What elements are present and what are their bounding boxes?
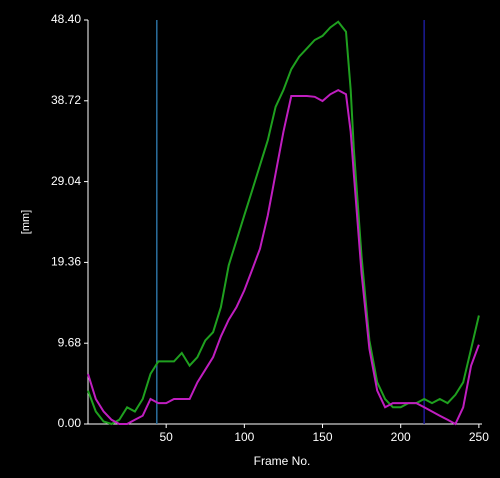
- x-tick-label: 100: [234, 430, 254, 444]
- y-tick-label: 48.40: [51, 12, 81, 26]
- y-tick-label: 9.68: [58, 335, 82, 349]
- y-tick-label: 0.00: [58, 416, 82, 430]
- x-tick-label: 150: [313, 430, 333, 444]
- y-tick-label: 38.72: [51, 93, 81, 107]
- data-line: [87, 88, 480, 426]
- y-axis-label: [mm]: [20, 210, 32, 234]
- x-tick-label: 250: [469, 430, 489, 444]
- x-tick-label: 50: [159, 430, 173, 444]
- y-tick-label: 29.04: [51, 174, 81, 188]
- y-tick-label: 19.36: [51, 255, 81, 269]
- x-tick-label: 200: [391, 430, 411, 444]
- x-axis-label: Frame No.: [254, 454, 311, 468]
